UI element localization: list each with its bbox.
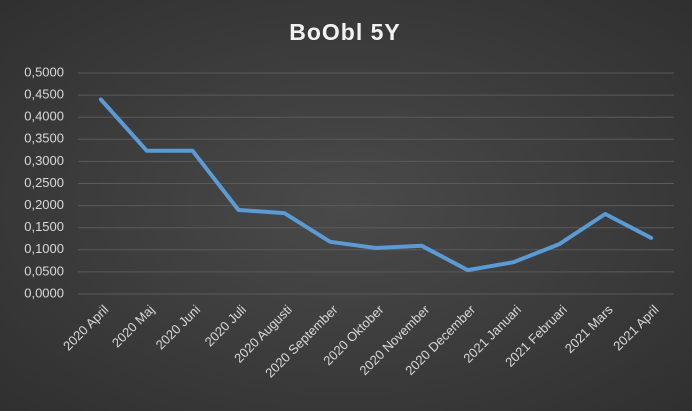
y-tick-label: 0,1000	[24, 241, 64, 256]
y-tick-label: 0,4500	[24, 87, 64, 102]
y-tick-label: 0,5000	[24, 64, 64, 79]
y-tick-label: 0,0500	[24, 263, 64, 278]
chart-title: BoObl 5Y	[289, 19, 401, 45]
y-tick-label: 0,2000	[24, 197, 64, 212]
y-tick-label: 0,3500	[24, 131, 64, 146]
y-tick-label: 0,2500	[24, 175, 64, 190]
y-tick-label: 0,3000	[24, 153, 64, 168]
y-tick-label: 0,1500	[24, 219, 64, 234]
y-tick-label: 0,4000	[24, 109, 64, 124]
data-line	[98, 97, 654, 273]
y-tick-label: 0,0000	[24, 285, 64, 300]
